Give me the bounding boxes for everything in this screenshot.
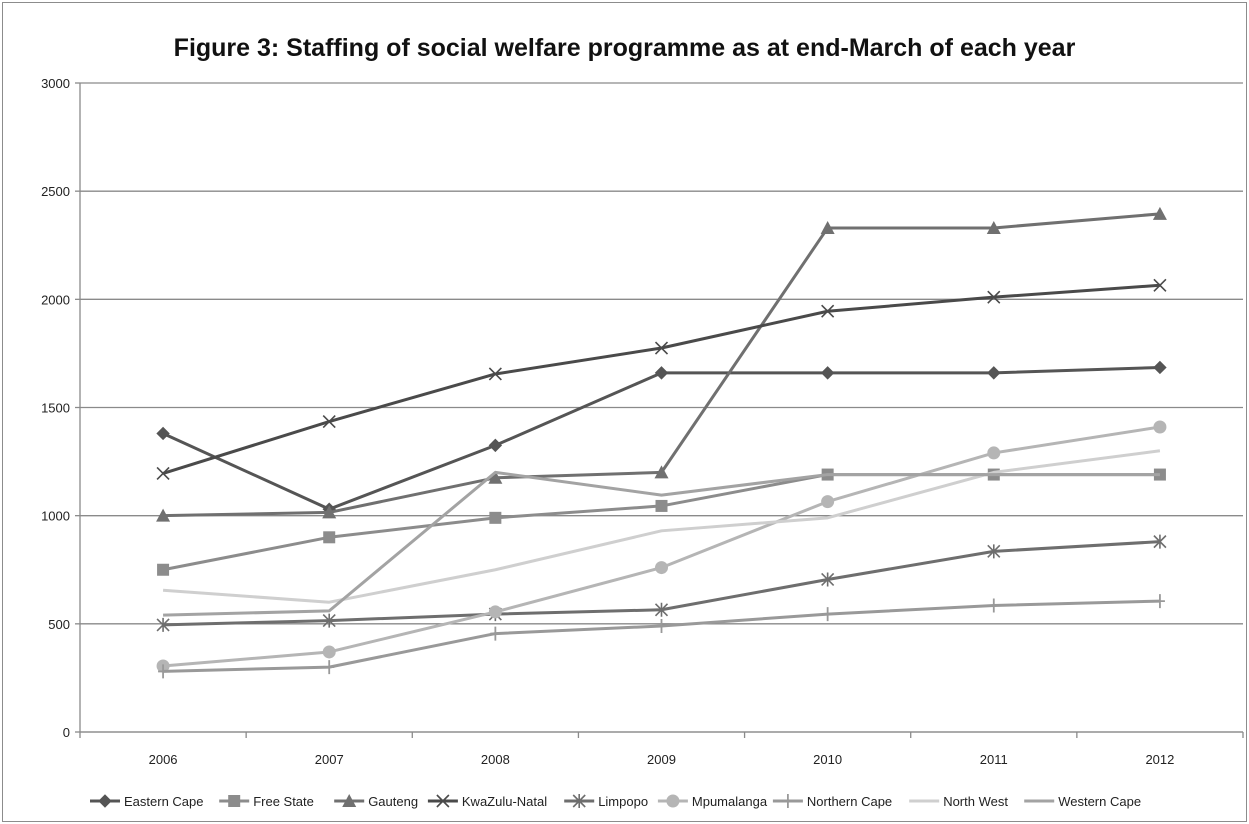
series-line	[162, 365, 1160, 511]
legend-label: KwaZulu-Natal	[462, 794, 547, 809]
x-tick-label: 2009	[647, 752, 676, 767]
legend-label: Eastern Cape	[124, 794, 204, 809]
series-gauteng	[156, 206, 1167, 522]
data-point	[655, 499, 668, 512]
series-northern-cape	[158, 594, 1165, 679]
series-kwazulu-natal	[156, 278, 1167, 481]
data-point	[322, 645, 336, 659]
data-point	[488, 470, 503, 484]
series-north-west	[162, 449, 1161, 604]
data-point	[322, 505, 337, 519]
data-point	[323, 531, 336, 544]
series-mpumalanga	[156, 420, 1167, 673]
data-point	[656, 618, 667, 633]
data-point	[1153, 278, 1167, 292]
data-point	[1152, 206, 1167, 220]
y-tick-label: 1500	[41, 401, 70, 416]
data-point	[820, 220, 835, 234]
legend-item: Western Cape	[1024, 794, 1141, 809]
data-point	[654, 366, 669, 380]
data-point	[228, 795, 241, 807]
data-point	[156, 508, 171, 522]
data-point	[821, 304, 835, 318]
x-tick-label: 2011	[980, 752, 1008, 767]
y-tick-label: 2500	[41, 184, 70, 199]
legend-item: Gauteng	[334, 794, 418, 809]
data-point	[1153, 360, 1167, 375]
legend-item: KwaZulu-Natal	[427, 794, 547, 809]
data-point	[98, 794, 112, 808]
legend-label: Western Cape	[1058, 794, 1141, 809]
legend-item: Northern Cape	[772, 794, 892, 809]
y-tick-label: 2000	[41, 292, 70, 307]
data-point	[157, 563, 170, 576]
data-point	[986, 220, 1001, 234]
data-point	[654, 341, 669, 355]
legend-item: North West	[909, 794, 1008, 809]
data-point	[821, 572, 835, 587]
legend-label: Limpopo	[598, 794, 648, 809]
data-point	[158, 664, 169, 679]
data-point	[436, 794, 450, 808]
data-point	[489, 511, 502, 524]
legend-item: Free State	[219, 794, 314, 809]
data-point	[655, 561, 668, 575]
data-point	[654, 602, 669, 617]
series-free-state	[157, 468, 1166, 576]
legend-label: Mpumalanga	[692, 794, 768, 809]
data-point	[1153, 534, 1167, 549]
series-line	[162, 449, 1161, 604]
series-eastern-cape	[156, 360, 1167, 516]
data-point	[822, 607, 833, 622]
data-point	[322, 613, 336, 628]
legend: Eastern Cape Free State Gauteng KwaZulu-Nat…	[90, 794, 1141, 809]
data-point	[987, 446, 1001, 460]
data-point	[156, 426, 170, 441]
data-point	[322, 414, 336, 429]
legend-item: Limpopo	[564, 794, 648, 809]
y-tick-label: 3000	[41, 76, 70, 91]
data-point	[572, 794, 586, 808]
legend-label: Northern Cape	[807, 794, 892, 809]
data-point	[488, 438, 503, 453]
x-tick-label: 2006	[149, 752, 178, 767]
data-point	[666, 794, 680, 808]
x-tick-label: 2008	[481, 752, 510, 767]
data-point	[342, 794, 357, 807]
data-point	[987, 290, 1001, 304]
y-tick-label: 0	[63, 725, 70, 740]
data-point	[821, 495, 835, 509]
data-point	[654, 465, 669, 479]
series-limpopo	[156, 534, 1167, 632]
data-point	[488, 367, 502, 381]
data-point	[988, 598, 999, 613]
series-western-cape	[163, 470, 1160, 617]
x-tick-label: 2012	[1145, 752, 1174, 767]
data-point	[987, 366, 1001, 380]
data-point	[1154, 594, 1165, 609]
data-point	[1153, 420, 1167, 434]
x-tick-label: 2010	[813, 752, 842, 767]
data-point	[156, 617, 170, 632]
y-tick-label: 500	[48, 617, 70, 632]
data-point	[987, 544, 1001, 559]
data-point	[488, 605, 502, 619]
data-point	[820, 366, 835, 380]
data-point	[324, 660, 335, 675]
legend-label: North West	[943, 794, 1008, 809]
x-tick-label: 2007	[315, 752, 344, 767]
legend-label: Gauteng	[368, 794, 418, 809]
data-point	[490, 626, 501, 641]
legend-item: Mpumalanga	[657, 794, 768, 809]
legend-label: Free State	[253, 794, 314, 809]
legend-item: Eastern Cape	[90, 794, 204, 809]
data-point	[156, 466, 170, 481]
series-line	[162, 473, 1160, 572]
y-tick-label: 1000	[41, 509, 70, 524]
series-line	[163, 470, 1160, 617]
data-point	[782, 794, 793, 808]
chart-title: Figure 3: Staffing of social welfare pro…	[173, 34, 1076, 62]
